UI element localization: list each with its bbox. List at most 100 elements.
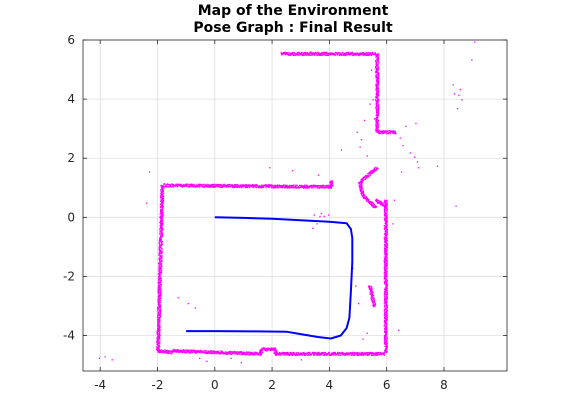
map-point bbox=[360, 139, 363, 141]
map-point bbox=[376, 87, 379, 89]
map-point bbox=[272, 187, 274, 189]
map-point bbox=[161, 272, 163, 274]
map-point bbox=[384, 343, 386, 345]
map-point bbox=[371, 354, 373, 356]
map-point bbox=[158, 252, 160, 254]
map-point bbox=[161, 199, 163, 201]
map-point bbox=[274, 347, 277, 350]
map-point bbox=[369, 293, 371, 295]
map-point bbox=[287, 51, 289, 54]
map-point bbox=[378, 123, 380, 126]
map-point bbox=[159, 217, 161, 219]
map-point bbox=[386, 273, 388, 275]
map-point bbox=[376, 125, 378, 127]
map-point bbox=[161, 264, 163, 266]
map-point bbox=[332, 352, 334, 354]
map-point bbox=[307, 186, 309, 188]
map-point bbox=[212, 185, 214, 187]
map-point bbox=[358, 54, 360, 57]
map-point bbox=[373, 168, 375, 170]
map-point bbox=[383, 218, 385, 220]
map-point bbox=[267, 347, 269, 349]
map-point bbox=[245, 184, 248, 186]
map-point bbox=[383, 132, 386, 134]
map-point bbox=[386, 283, 388, 285]
map-point bbox=[157, 345, 159, 347]
map-point bbox=[159, 286, 161, 288]
map-point bbox=[160, 237, 162, 239]
map-point bbox=[383, 280, 385, 283]
map-point bbox=[188, 186, 190, 188]
map-point bbox=[273, 184, 275, 186]
map-point bbox=[385, 312, 387, 314]
map-point bbox=[384, 327, 386, 329]
map-point bbox=[189, 184, 191, 186]
map-point bbox=[160, 246, 162, 248]
map-point bbox=[283, 51, 286, 53]
map-point bbox=[248, 354, 250, 356]
map-point bbox=[377, 69, 379, 71]
map-point bbox=[362, 197, 364, 199]
map-point bbox=[203, 183, 205, 185]
map-point bbox=[383, 324, 385, 326]
map-point bbox=[158, 311, 160, 313]
map-point bbox=[158, 335, 160, 337]
map-point bbox=[375, 129, 377, 131]
map-point bbox=[158, 263, 160, 265]
map-point bbox=[360, 191, 362, 193]
map-point bbox=[222, 353, 224, 355]
map-wall bbox=[155, 184, 165, 352]
map-point bbox=[386, 318, 388, 320]
map-point bbox=[361, 354, 363, 356]
map-point bbox=[160, 218, 162, 220]
map-point bbox=[159, 196, 162, 198]
map-point bbox=[401, 171, 403, 173]
map-point bbox=[372, 298, 374, 300]
map-point bbox=[270, 185, 272, 187]
map-point bbox=[315, 53, 317, 55]
map-point bbox=[385, 310, 388, 313]
map-point bbox=[368, 352, 370, 354]
map-point bbox=[376, 201, 378, 203]
map-point bbox=[385, 289, 387, 291]
map-point bbox=[253, 187, 255, 189]
map-point bbox=[311, 353, 313, 355]
map-point bbox=[310, 186, 312, 188]
map-point bbox=[402, 144, 404, 147]
map-point bbox=[158, 308, 160, 311]
map-point bbox=[185, 350, 188, 352]
map-point bbox=[376, 352, 378, 354]
map-point bbox=[157, 306, 159, 308]
map-point bbox=[386, 215, 388, 217]
map-point bbox=[297, 54, 299, 56]
map-point bbox=[376, 59, 379, 61]
map-point bbox=[330, 53, 332, 55]
map-point bbox=[376, 112, 378, 114]
map-point bbox=[158, 324, 160, 326]
map-point bbox=[384, 283, 386, 285]
map-point bbox=[269, 167, 271, 169]
map-point bbox=[372, 295, 374, 297]
y-tick-label: 4 bbox=[67, 92, 75, 106]
map-point bbox=[293, 52, 295, 54]
map-point bbox=[384, 316, 386, 318]
map-point bbox=[232, 187, 234, 189]
map-point bbox=[286, 53, 288, 55]
map-point bbox=[365, 175, 368, 177]
map-point bbox=[316, 354, 318, 356]
map-point bbox=[161, 221, 163, 223]
map-point bbox=[356, 354, 358, 356]
map-point bbox=[161, 350, 164, 353]
map-point bbox=[211, 185, 213, 187]
map-point bbox=[391, 130, 393, 133]
map-point bbox=[157, 308, 159, 310]
map-point bbox=[157, 316, 159, 318]
map-point bbox=[161, 256, 163, 258]
map-point bbox=[378, 130, 380, 132]
map-point bbox=[378, 68, 380, 70]
map-point bbox=[175, 351, 178, 353]
map-point bbox=[380, 130, 382, 132]
map-point bbox=[319, 187, 321, 189]
map-point bbox=[377, 120, 379, 122]
map-point bbox=[323, 52, 326, 54]
